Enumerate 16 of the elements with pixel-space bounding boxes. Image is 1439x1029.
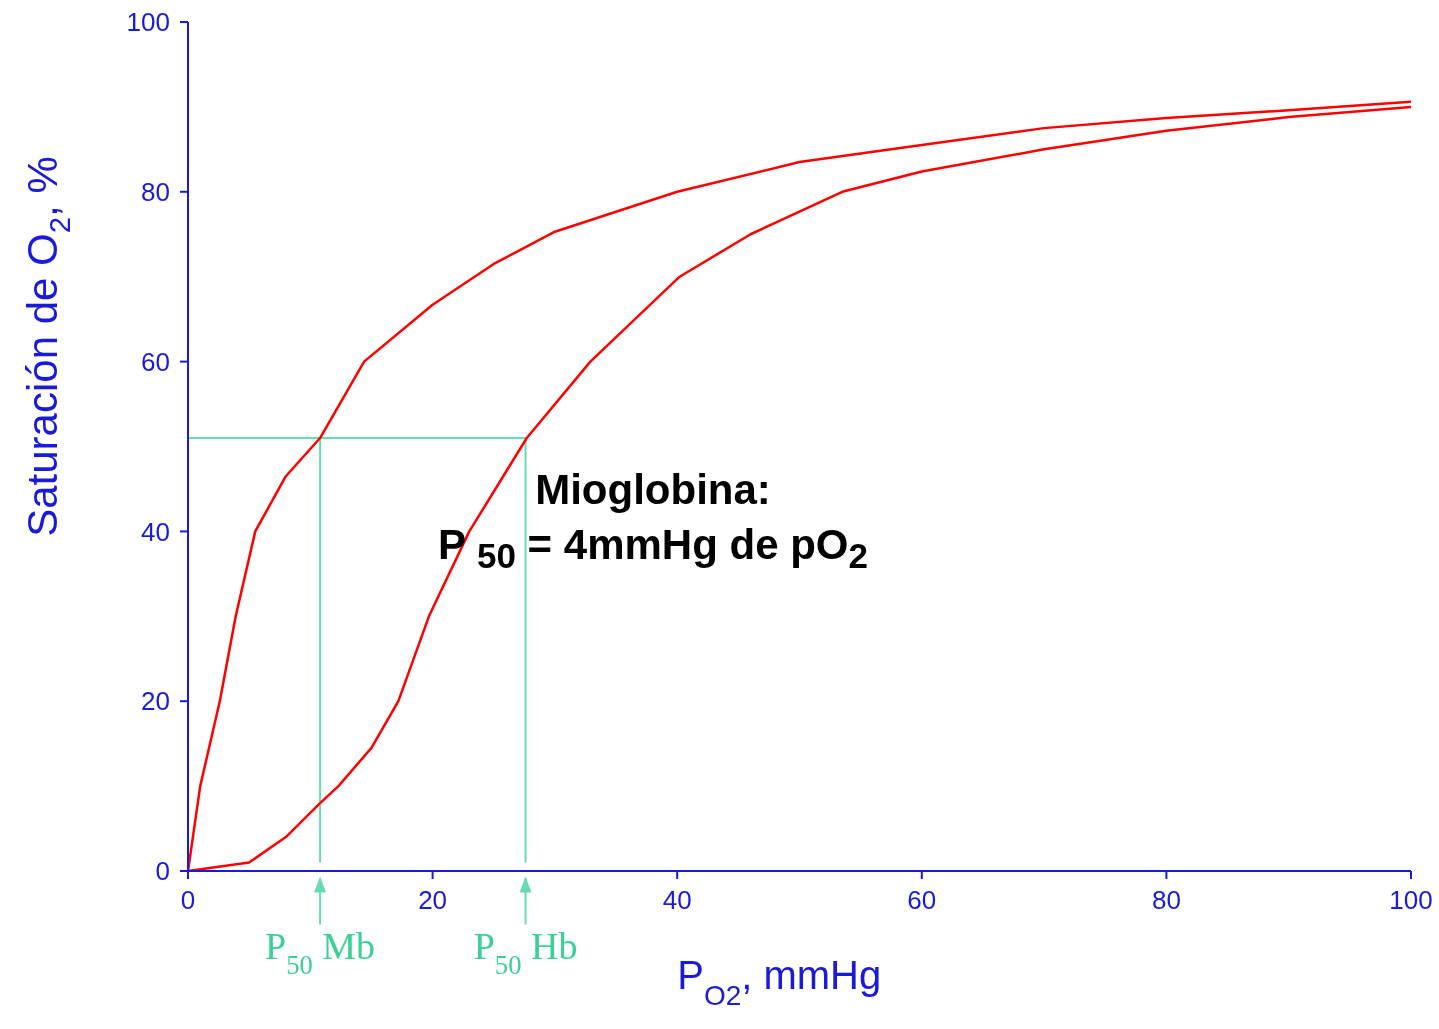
x-tick-label: 80: [1151, 885, 1181, 916]
x-tick-label: 60: [907, 885, 937, 916]
x-tick-label: 20: [418, 885, 448, 916]
y-tick-label: 40: [141, 516, 170, 547]
x-tick-label: 100: [1389, 885, 1433, 916]
y-tick-label: 100: [126, 7, 170, 38]
y-tick-label: 0: [155, 856, 170, 887]
y-tick-label: 60: [141, 346, 170, 377]
x-axis-title: P$_{O2}$, mmHg: [677, 953, 882, 1011]
y-tick-label: 80: [141, 177, 170, 208]
ref-line-label: P$_{50}$ Hb: [473, 924, 578, 980]
x-tick-label: 40: [662, 885, 692, 916]
x-tick-label: 0: [180, 885, 196, 916]
text: Mioglobina: P $_{50}$ = 4mmHg de pO$_{2}$: [438, 466, 868, 575]
ref-line-label: P$_{50}$ Mb: [265, 924, 376, 980]
y-tick-label: 20: [141, 686, 170, 717]
